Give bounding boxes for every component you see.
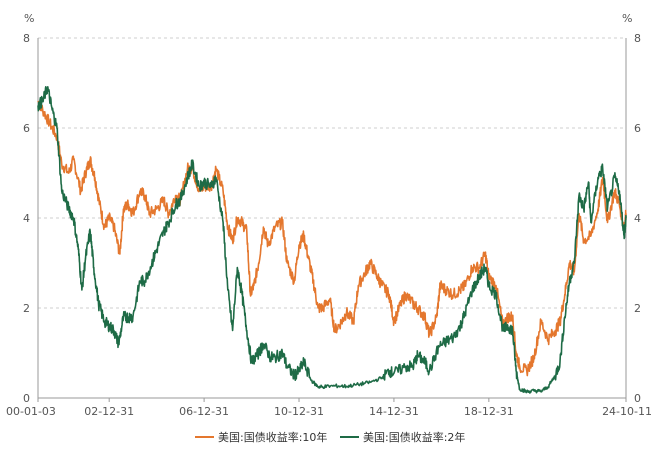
y-ticks-left: 0 2 4 6 8: [23, 32, 30, 405]
y-tick-label-left: 4: [23, 212, 30, 225]
y-ticks-right: 0 2 4 6 8: [634, 32, 641, 405]
y-tick-label-right: 2: [634, 302, 641, 315]
x-tick-label: 06-12-31: [179, 405, 229, 418]
series-lines: [37, 86, 627, 394]
y-tick-label-right: 6: [634, 122, 641, 135]
y-tick-label-left: 0: [23, 392, 30, 405]
y-tick-label-left: 2: [23, 302, 30, 315]
x-tick-label: 18-12-31: [464, 405, 514, 418]
x-tick-label: 10-12-31: [274, 405, 324, 418]
y-unit-right: %: [622, 12, 632, 25]
y-tick-label-right: 8: [634, 32, 641, 45]
x-tick-label: 14-12-31: [369, 405, 419, 418]
x-tick-label: 00-01-03: [6, 405, 56, 418]
legend-label-10y: 美国:国债收益率:10年: [218, 430, 327, 444]
x-tick-label: 24-10-11: [602, 405, 652, 418]
x-ticks: 00-01-03 02-12-31 06-12-31 10-12-31 14-12-31…: [6, 398, 652, 418]
y-tick-label-right: 0: [634, 392, 641, 405]
y-tick-label-right: 4: [634, 212, 641, 225]
y-tick-label-left: 8: [23, 32, 30, 45]
x-tick-label: 02-12-31: [84, 405, 134, 418]
y-unit-left: %: [24, 12, 34, 25]
legend: 美国:国债收益率:10年 美国:国债收益率:2年: [195, 430, 465, 444]
legend-label-2y: 美国:国债收益率:2年: [363, 430, 465, 444]
series-line-2y: [37, 86, 627, 394]
series-line-10y: [37, 100, 627, 377]
y-tick-label-left: 6: [23, 122, 30, 135]
grid-lines: [38, 37, 626, 309]
